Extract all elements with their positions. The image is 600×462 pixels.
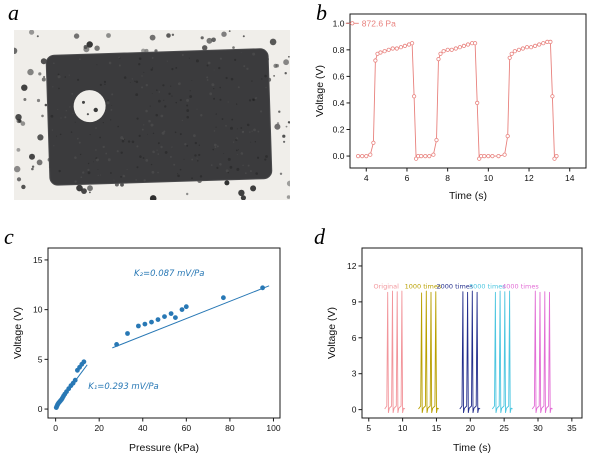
chart-d-ytick: 0 xyxy=(352,405,357,415)
chart-d-xlabel: Time (s) xyxy=(453,442,491,454)
panel-a-label: a xyxy=(8,0,19,25)
chart-b-legend: 872.6 Pa xyxy=(345,18,396,28)
chart-d-xtick: 25 xyxy=(499,423,509,433)
chart-b-xtick: 12 xyxy=(524,173,534,183)
chart-d-xtick: 10 xyxy=(398,423,408,433)
chart-b-ytick: 1.0 xyxy=(333,18,345,28)
chart-d-ytick: 3 xyxy=(352,369,357,379)
chart-d-annotation-2: 2000 times xyxy=(437,283,474,291)
chart-d-xtick: 20 xyxy=(466,423,476,433)
chart-d-annotation-0: Original xyxy=(374,283,400,291)
chart-c-ytick: 5 xyxy=(38,354,43,364)
foam-sheet xyxy=(45,48,273,186)
chart-c-xtick: 100 xyxy=(266,423,280,433)
chart-c-series-fit-K2 xyxy=(112,285,270,349)
chart-d-xtick: 30 xyxy=(533,423,543,433)
chart-c-xtick: 80 xyxy=(225,423,235,433)
chart-c-xtick: 40 xyxy=(138,423,148,433)
chart-d-series-1000-times xyxy=(418,290,440,414)
chart-d-xtick: 35 xyxy=(567,423,577,433)
chart-b-series-872.6-Pa xyxy=(355,39,559,161)
chart-d-series-original xyxy=(384,290,406,414)
chart-d-ylabel: Voltage (V) xyxy=(326,307,338,359)
chart-c-series-pressure-response xyxy=(53,285,265,410)
chart-b-xtick: 6 xyxy=(405,173,410,183)
chart-c-ytick: 0 xyxy=(38,404,43,414)
chart-d-annotation-3: 3000 times xyxy=(469,283,506,291)
sample-photo-svg xyxy=(14,30,290,200)
chart-c-annotation-0: K₂=0.087 mV/Pa xyxy=(134,269,204,279)
chart-c-xtick: 20 xyxy=(94,423,104,433)
chart-b-ylabel: Voltage (V) xyxy=(314,65,326,117)
chart-b-ytick: 0.2 xyxy=(333,125,345,135)
chart-d-svg: 5 10 15 20 25 30 35 0 3 6 9 12 Time (s) Voltage (V) Or… xyxy=(326,247,583,454)
chart-b-ytick: 0.6 xyxy=(333,71,345,81)
chart-d-annotation-1: 1000 times xyxy=(405,283,442,291)
chart-d-ytick: 12 xyxy=(347,261,357,271)
chart-c-axes: 0 20 40 60 80 100 0 5 10 15 xyxy=(33,247,281,433)
chart-b-xtick: 14 xyxy=(565,173,575,183)
chart-d-ytick: 9 xyxy=(352,297,357,307)
chart-b-xtick: 4 xyxy=(364,173,369,183)
chart-d-series-2000-times xyxy=(459,290,481,414)
panel-b-label: b xyxy=(316,0,327,25)
chart-c-xlabel: Pressure (kPa) xyxy=(129,442,199,454)
chart-b-legend-label: 872.6 Pa xyxy=(362,18,396,28)
chart-d-annotation-4: 4000 times xyxy=(502,283,539,291)
chart-b-ytick: 0.4 xyxy=(333,98,345,108)
chart-c-ylabel: Voltage (V) xyxy=(12,307,24,359)
chart-c-xtick: 0 xyxy=(53,423,58,433)
chart-c-svg: 0 20 40 60 80 100 0 5 10 15 Pressure (kPa) Voltage … xyxy=(12,247,281,454)
chart-c-ytick: 10 xyxy=(33,305,43,315)
panel-d-label: d xyxy=(314,224,325,249)
chart-c-xtick: 60 xyxy=(182,423,192,433)
foam-hole xyxy=(73,90,106,123)
chart-c-ytick: 15 xyxy=(33,255,43,265)
chart-d-series-3000-times xyxy=(491,290,513,414)
chart-b-ytick: 0.8 xyxy=(333,45,345,55)
chart-b-ytick: 0.0 xyxy=(333,151,345,161)
chart-b-xlabel: Time (s) xyxy=(449,190,487,202)
chart-d-xtick: 15 xyxy=(432,423,442,433)
chart-b-svg: 4 6 8 10 12 14 0.0 0.2 0.4 0.6 0.8 1.0 Time (s) Volta… xyxy=(314,13,587,202)
chart-d-xtick: 5 xyxy=(366,423,371,433)
panel-c-label: c xyxy=(4,224,14,249)
chart-c-annotation-1: K₁=0.293 mV/Pa xyxy=(88,382,158,392)
chart-b-xtick: 8 xyxy=(445,173,450,183)
chart-d-series-4000-times xyxy=(531,290,553,414)
chart-b-axes: 4 6 8 10 12 14 0.0 0.2 0.4 0.6 0.8 1.0 xyxy=(333,13,587,183)
chart-c-series-fit-K1 xyxy=(55,364,88,408)
chart-d-axes: 5 10 15 20 25 30 35 0 3 6 9 12 xyxy=(347,247,583,433)
chart-b-xtick: 10 xyxy=(484,173,494,183)
chart-d-ytick: 6 xyxy=(352,333,357,343)
